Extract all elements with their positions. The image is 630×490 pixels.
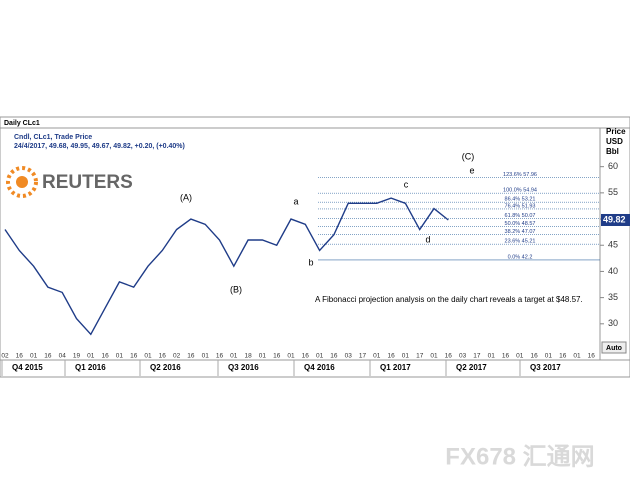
x-tick-label: 16 — [159, 353, 167, 360]
price-line — [4, 197, 449, 336]
x-tick-label: 16 — [445, 353, 453, 360]
x-tick-label: 01 — [430, 353, 438, 360]
x-tick-label: 16 — [16, 353, 24, 360]
x-tick-label: 16 — [387, 353, 395, 360]
fib-label: 100.0% 54.94 — [503, 188, 537, 194]
last-price-tag — [601, 213, 630, 226]
x-tick-label: 01 — [87, 353, 95, 360]
x-tick-label: 03 — [459, 353, 467, 360]
y-tick-label: 55 — [608, 187, 618, 197]
x-tick-label: 02 — [1, 353, 9, 360]
x-tick-label: 01 — [316, 353, 324, 360]
x-tick-label: 16 — [588, 353, 596, 360]
x-tick-label: 16 — [502, 353, 510, 360]
quarter-label: Q4 2016 — [304, 363, 335, 372]
x-tick-label: 16 — [216, 353, 224, 360]
quarter-label: Q2 2017 — [456, 363, 487, 372]
wave-label: (A) — [180, 192, 192, 202]
fib-label: 61.8% 50.07 — [505, 213, 536, 219]
x-tick-label: 16 — [330, 353, 338, 360]
x-tick-label: 04 — [59, 353, 67, 360]
wave-label: (B) — [230, 284, 242, 294]
x-tick-label: 01 — [259, 353, 267, 360]
brand: REUTERS — [42, 172, 133, 193]
y-tick-label: 35 — [608, 292, 618, 302]
y-tick-label: 30 — [608, 318, 618, 328]
x-tick-label: 18 — [244, 353, 252, 360]
wave-label: (C) — [462, 151, 475, 161]
y-tick-label: 45 — [608, 240, 618, 250]
fib-label: 50.0% 48.57 — [505, 221, 536, 227]
quarter-label: Q3 2017 — [530, 363, 561, 372]
x-tick-label: 01 — [144, 353, 152, 360]
last-price-label: 49.82 — [603, 214, 626, 224]
x-tick-label: 01 — [545, 353, 553, 360]
fib-label: 23.6% 45.21 — [505, 239, 536, 245]
wave-label: e — [469, 165, 474, 175]
x-tick-label: 17 — [473, 353, 481, 360]
y-axis-label: Price USD Bbl — [606, 127, 626, 156]
x-tick-label: 01 — [573, 353, 581, 360]
brand-logo — [6, 166, 38, 198]
x-tick-label: 01 — [402, 353, 410, 360]
wave-label: c — [404, 179, 409, 189]
fib-label: 86.4% 53.21 — [505, 197, 536, 203]
y-tick-label: 60 — [608, 161, 618, 171]
fib-label: 38.2% 47.07 — [505, 229, 536, 235]
x-tick-label: 16 — [44, 353, 52, 360]
wave-label: b — [308, 257, 313, 267]
x-tick-label: 01 — [230, 353, 238, 360]
quarter-label: Q1 2017 — [380, 363, 411, 372]
x-tick-label: 17 — [416, 353, 424, 360]
wave-label: d — [425, 234, 430, 244]
series-title: Cndl, CLc1, Trade Price — [14, 134, 92, 141]
annotation: A Fibonacci projection analysis on the d… — [315, 295, 583, 304]
quote-line: 24/4/2017, 49.68, 49.95, 49.67, 49.82, +… — [14, 143, 185, 150]
quarter-label: Q3 2016 — [228, 363, 259, 372]
x-tick-label: 16 — [302, 353, 310, 360]
x-tick-label: 01 — [488, 353, 496, 360]
x-tick-label: 01 — [202, 353, 210, 360]
fib-label: 123.6% 57.96 — [503, 172, 537, 178]
x-tick-label: 01 — [287, 353, 295, 360]
x-tick-label: 19 — [73, 353, 81, 360]
x-tick-label: 01 — [116, 353, 124, 360]
quarter-label: Q4 2015 — [12, 363, 43, 372]
fib-label: 76.4% 51.93 — [505, 203, 536, 209]
fib-label: 0.0% 42.2 — [508, 254, 533, 260]
chart-frame — [0, 116, 630, 378]
x-tick-label: 17 — [359, 353, 367, 360]
x-tick-label: 16 — [273, 353, 281, 360]
watermark: FX678 汇通网 — [445, 443, 594, 470]
x-tick-label: 02 — [173, 353, 181, 360]
x-tick-label: 16 — [187, 353, 195, 360]
quarter-label: Q1 2016 — [75, 363, 106, 372]
x-tick-label: 16 — [530, 353, 538, 360]
x-tick-label: 16 — [130, 353, 138, 360]
scale-button[interactable] — [601, 341, 627, 354]
panel-title: Daily CLc1 — [4, 120, 40, 127]
x-tick-label: 16 — [559, 353, 567, 360]
x-tick-label: 01 — [30, 353, 38, 360]
y-tick-label: 40 — [608, 266, 618, 276]
scale-button-label[interactable]: Auto — [606, 345, 622, 352]
x-tick-label: 01 — [373, 353, 381, 360]
x-tick-label: 16 — [101, 353, 109, 360]
quarter-label: Q2 2016 — [150, 363, 181, 372]
x-tick-label: 01 — [516, 353, 524, 360]
x-tick-label: 03 — [345, 353, 353, 360]
wave-label: a — [293, 196, 298, 206]
